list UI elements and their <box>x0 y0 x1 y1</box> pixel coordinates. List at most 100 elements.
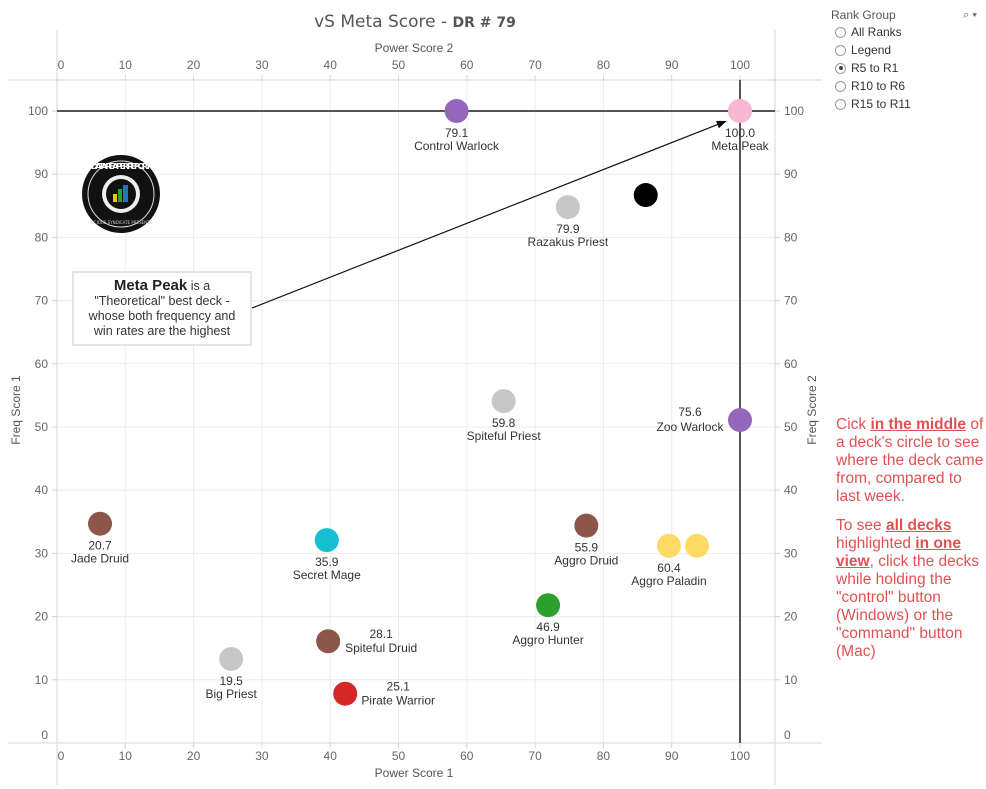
x-tick-label: 70 <box>528 749 542 763</box>
radio-selected-icon[interactable] <box>835 62 846 74</box>
radio-icon[interactable] <box>835 98 846 110</box>
meta-peak-annotation: Meta Peak is a "Theoretical" best deck -… <box>72 271 252 346</box>
filter-option[interactable]: R10 to R6 <box>835 77 981 95</box>
filter-option[interactable]: All Ranks <box>835 23 981 41</box>
y-tick-label-right: 70 <box>784 294 798 308</box>
x-axis-label-top: Power Score 2 <box>375 41 454 55</box>
x-tick-label: 100 <box>730 749 750 763</box>
deck-score-label: 28.1 <box>369 627 393 641</box>
help-p1-c: of a deck's circle to see where the deck… <box>836 416 984 505</box>
y-tick-label-right: 90 <box>784 167 798 181</box>
filter-search-dropdown-icon[interactable]: ⌕ ▾ <box>963 8 977 21</box>
x-tick-label: 10 <box>119 749 133 763</box>
deck-score-label: 20.7 <box>88 539 112 553</box>
y-tick-label-right: 40 <box>784 483 798 497</box>
y-tick-label-right: 50 <box>784 420 798 434</box>
y-tick-label-right: 80 <box>784 230 798 244</box>
x-tick-label: 40 <box>324 749 338 763</box>
annotation-bold: Meta Peak <box>113 277 188 294</box>
deck-point[interactable] <box>728 99 752 123</box>
rank-group-filter: Rank Group ⌕ ▾ All Ranks Legend R5 to R1 R10… <box>831 7 981 113</box>
y-tick-label: 70 <box>35 294 49 308</box>
filter-option-label: R5 to R1 <box>851 61 899 75</box>
deck-point[interactable] <box>536 593 561 618</box>
filter-option-label: R10 to R6 <box>851 79 906 93</box>
y-tick-label-right: 60 <box>784 357 798 371</box>
radio-icon[interactable] <box>835 44 846 56</box>
deck-name-label: Aggro Hunter <box>512 633 583 647</box>
filter-title: Rank Group <box>831 8 896 22</box>
help-text: Cick in the middle of a deck's circle to… <box>836 416 986 672</box>
deck-score-label: 55.9 <box>575 541 599 555</box>
y-tick-label-right: 100 <box>784 104 804 118</box>
deck-name-label: Big Priest <box>205 687 257 701</box>
data-reaper-report-logo: DATA REAPER REPORT VICIOUS SYNDICATE PRE… <box>73 154 169 234</box>
deck-point[interactable] <box>555 195 580 220</box>
annotation-arrow-layer <box>251 120 727 309</box>
y-axis-label-left: Freq Score 1 <box>9 375 23 445</box>
y-tick-label-right: 10 <box>784 673 798 687</box>
title-main: vS Meta Score <box>314 12 436 32</box>
x-tick-label: 90 <box>665 749 679 763</box>
deck-point[interactable] <box>444 99 469 123</box>
filter-option[interactable]: Legend <box>835 41 981 59</box>
help-p2-a: To see <box>836 517 886 534</box>
deck-score-label: 100.0 <box>725 126 755 140</box>
deck-score-label: 79.9 <box>556 222 580 236</box>
deck-name-label: Meta Peak <box>711 139 769 153</box>
deck-point[interactable] <box>88 511 113 536</box>
deck-point[interactable] <box>491 389 516 414</box>
x-tick-label: 80 <box>597 749 611 763</box>
filter-option-label: R15 to R11 <box>851 97 911 111</box>
chart-title: vS Meta Score - DR # 79 <box>314 12 516 32</box>
x-tick-label-top: 10 <box>119 58 133 72</box>
x-tick-label: 60 <box>460 749 474 763</box>
y-tick-label: 10 <box>35 673 49 687</box>
deck-point[interactable] <box>314 528 339 553</box>
filter-option[interactable]: R5 to R1 <box>835 59 981 77</box>
deck-point[interactable] <box>633 183 658 208</box>
points-layer <box>88 99 752 706</box>
radio-icon[interactable] <box>835 80 846 92</box>
axes: 0010102020303040405050606070708080909010… <box>8 30 822 785</box>
x-tick-label-top: 90 <box>665 58 679 72</box>
x-tick-label-top: 0 <box>58 58 65 72</box>
x-tick-label-top: 30 <box>255 58 269 72</box>
deck-point[interactable] <box>656 533 681 558</box>
deck-score-label: 35.9 <box>315 555 339 569</box>
y-tick-label: 30 <box>35 546 49 560</box>
filter-option-label: Legend <box>851 43 892 57</box>
deck-name-label: Pirate Warrior <box>361 694 435 708</box>
y-tick-label: 40 <box>35 483 49 497</box>
x-tick-label-top: 80 <box>597 58 611 72</box>
deck-point[interactable] <box>574 513 599 538</box>
help-p1-a: Cick <box>836 416 871 433</box>
filter-option[interactable]: R15 to R11 <box>835 95 981 113</box>
deck-point[interactable] <box>728 408 752 433</box>
x-tick-label-top: 50 <box>392 58 406 72</box>
y-tick-label: 90 <box>35 167 49 181</box>
deck-point[interactable] <box>684 533 709 558</box>
deck-point[interactable] <box>316 629 341 654</box>
annotation-line4: win rates are the highest <box>93 324 231 338</box>
deck-name-label: Aggro Paladin <box>631 574 706 588</box>
deck-name-label: Control Warlock <box>414 139 500 153</box>
radio-icon[interactable] <box>835 26 846 38</box>
deck-point[interactable] <box>333 681 358 706</box>
deck-score-label: 46.9 <box>536 620 560 634</box>
deck-score-label: 25.1 <box>387 680 411 694</box>
x-tick-label-top: 40 <box>324 58 338 72</box>
deck-score-label: 75.6 <box>678 405 702 419</box>
annotation-arrow <box>251 120 727 309</box>
x-tick-label-top: 60 <box>460 58 474 72</box>
deck-name-label: Aggro Druid <box>554 554 618 568</box>
y-tick-label: 60 <box>35 357 49 371</box>
filter-option-label: All Ranks <box>851 25 902 39</box>
y-tick-label-right: 30 <box>784 546 798 560</box>
help-p2-c: highlighted <box>836 535 916 552</box>
y-tick-label: 80 <box>35 230 49 244</box>
y-tick-label-right: 20 <box>784 610 798 624</box>
deck-point[interactable] <box>219 646 244 671</box>
